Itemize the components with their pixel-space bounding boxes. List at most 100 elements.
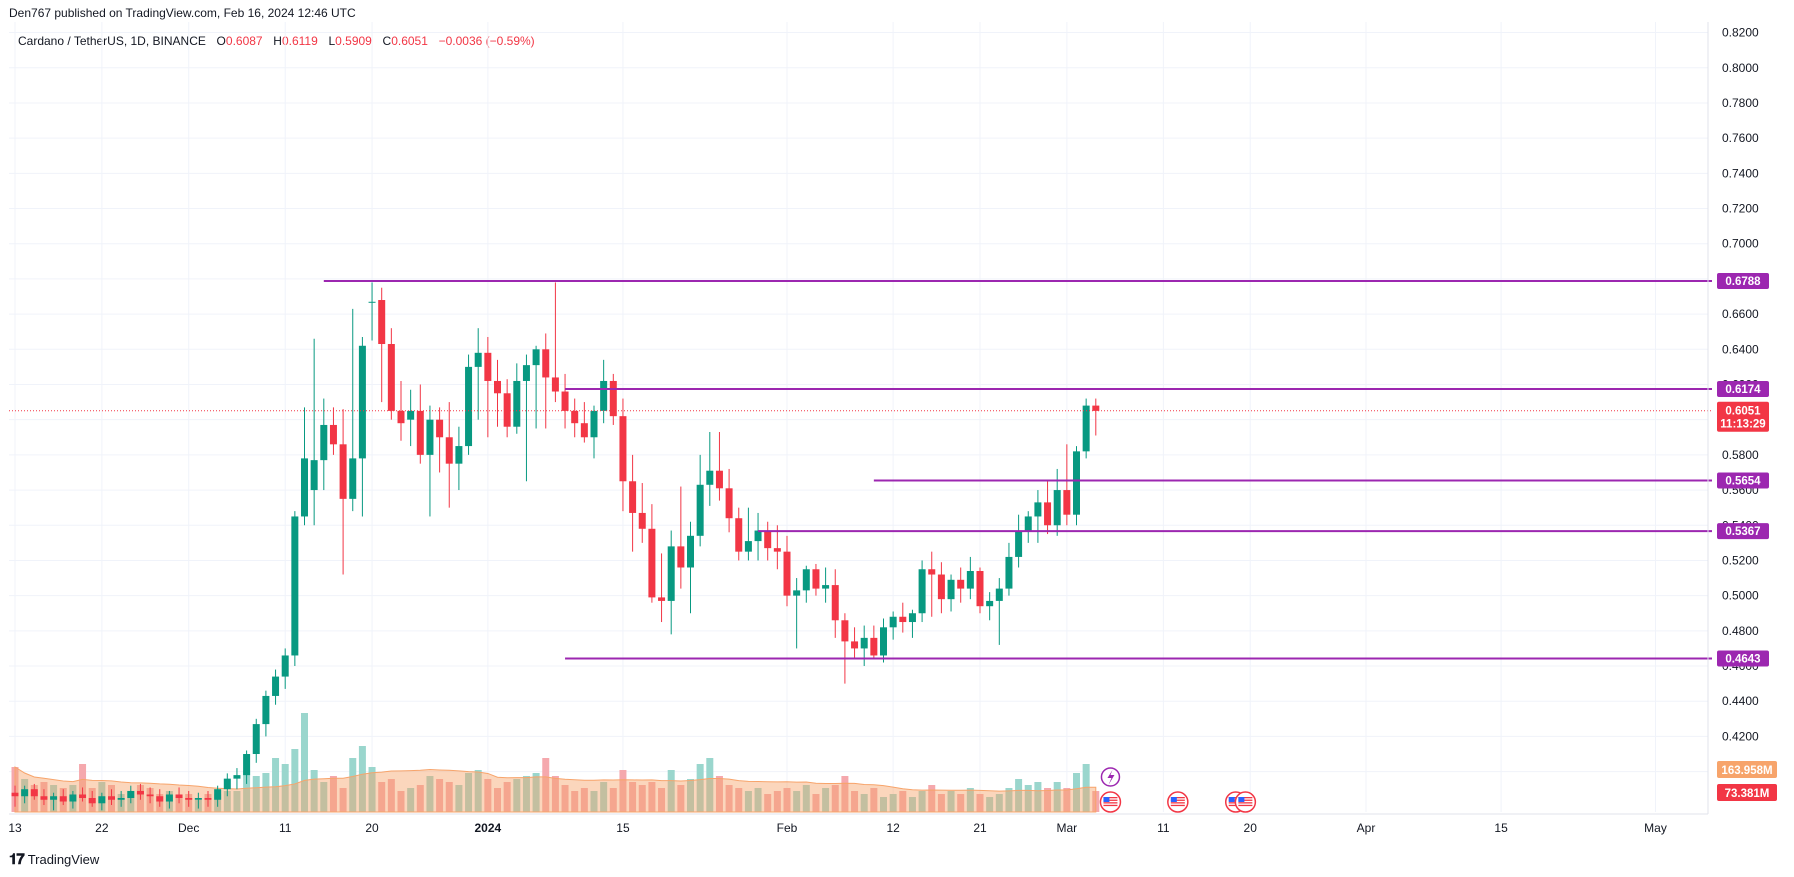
candle-body[interactable] [667, 546, 675, 601]
candle-body[interactable] [1034, 502, 1042, 517]
candle-body[interactable] [744, 541, 752, 552]
candle-body[interactable] [378, 300, 386, 345]
candle-body[interactable] [11, 792, 19, 797]
candle-body[interactable] [407, 410, 415, 420]
candle-body[interactable] [281, 655, 289, 677]
candle-body[interactable] [387, 344, 395, 411]
candle-body[interactable] [783, 551, 791, 596]
candle-body[interactable] [551, 377, 559, 392]
candle-body[interactable] [243, 754, 251, 776]
candle-body[interactable] [735, 518, 743, 552]
candle-body[interactable] [320, 424, 328, 461]
candle-body[interactable] [272, 676, 280, 696]
candle-body[interactable] [368, 301, 376, 303]
candle-body[interactable] [310, 460, 318, 491]
candle-body[interactable] [841, 620, 849, 642]
candle-body[interactable] [445, 437, 453, 464]
candle-body[interactable] [860, 637, 868, 649]
candle-body[interactable] [957, 579, 965, 589]
candle-body[interactable] [522, 365, 530, 381]
candle-body[interactable] [503, 393, 511, 427]
level-price-tag[interactable] [1717, 650, 1769, 667]
candle-body[interactable] [966, 571, 974, 589]
candle-body[interactable] [918, 569, 926, 614]
candle-body[interactable] [301, 458, 308, 517]
candle-body[interactable] [465, 366, 473, 447]
candle-body[interactable] [715, 470, 723, 489]
candle-body[interactable] [455, 446, 463, 464]
candle-body[interactable] [416, 410, 424, 455]
candle-body[interactable] [474, 352, 482, 367]
level-price-tag[interactable] [1717, 472, 1769, 489]
candle-body[interactable] [1015, 530, 1023, 557]
candle-body[interactable] [223, 778, 231, 790]
candle-body[interactable] [165, 794, 173, 802]
candle-body[interactable] [233, 775, 241, 779]
candle-body[interactable] [658, 597, 666, 601]
candle-body[interactable] [349, 458, 357, 499]
candle-body[interactable] [136, 790, 144, 795]
candle-body[interactable] [494, 380, 501, 394]
brand-name[interactable]: TradingView [27, 852, 100, 867]
candle-body[interactable] [513, 380, 521, 427]
candle-body[interactable] [638, 512, 646, 529]
candle-body[interactable] [339, 444, 347, 499]
candle-body[interactable] [687, 535, 694, 568]
candle-body[interactable] [484, 352, 492, 381]
candle-body[interactable] [899, 616, 907, 623]
candle-body[interactable] [619, 416, 627, 482]
level-price-tag[interactable] [1717, 273, 1769, 290]
candle-body[interactable] [571, 410, 579, 424]
candle-body[interactable] [30, 789, 38, 797]
candle-body[interactable] [812, 569, 820, 589]
candle-body[interactable] [542, 349, 550, 378]
candle-body[interactable] [793, 590, 801, 596]
candle-body[interactable] [986, 600, 994, 607]
candle-body[interactable] [156, 796, 164, 802]
candle-body[interactable] [629, 481, 637, 513]
candle-body[interactable] [79, 794, 87, 798]
candle-body[interactable] [262, 695, 270, 725]
candle-body[interactable] [995, 588, 1003, 601]
candle-body[interactable] [1063, 490, 1071, 515]
candle-body[interactable] [764, 530, 772, 549]
candle-body[interactable] [706, 470, 714, 485]
candle-body[interactable] [291, 516, 299, 656]
candle-body[interactable] [214, 789, 222, 800]
candle-body[interactable] [21, 789, 29, 797]
candle-body[interactable] [1082, 405, 1090, 452]
candle-body[interactable] [1005, 556, 1013, 589]
candle-body[interactable] [329, 424, 337, 445]
candle-body[interactable] [677, 546, 685, 568]
candle-body[interactable] [851, 641, 859, 649]
candle-body[interactable] [1073, 451, 1080, 515]
candle-body[interactable] [127, 790, 135, 798]
candle-body[interactable] [252, 724, 260, 755]
candle-body[interactable] [561, 391, 569, 411]
candle-body[interactable] [880, 627, 887, 656]
candle-body[interactable] [937, 574, 945, 600]
candle-body[interactable] [889, 616, 897, 628]
level-price-tag[interactable] [1717, 381, 1769, 398]
candle-body[interactable] [1092, 405, 1100, 411]
candle-body[interactable] [185, 798, 193, 800]
candle-body[interactable] [947, 579, 955, 600]
symbol-name[interactable]: Cardano / TetherUS, 1D, BINANCE [18, 34, 206, 48]
candle-body[interactable] [928, 569, 936, 575]
candle-body[interactable] [426, 419, 434, 455]
candle-body[interactable] [822, 585, 830, 589]
candle-body[interactable] [908, 613, 916, 623]
last-price-tag[interactable] [1717, 401, 1769, 432]
level-price-tag[interactable] [1717, 523, 1769, 540]
candle-body[interactable] [117, 798, 125, 800]
candle-body[interactable] [59, 796, 67, 802]
candle-body[interactable] [397, 410, 405, 424]
candle-body[interactable] [358, 345, 366, 459]
candle-body[interactable] [69, 794, 77, 802]
candle-body[interactable] [609, 380, 617, 417]
candle-body[interactable] [1053, 490, 1061, 526]
candle-body[interactable] [98, 796, 106, 804]
tradingview-logo-icon[interactable]: 𝟏𝟕 [9, 851, 25, 868]
candle-body[interactable] [590, 410, 598, 438]
